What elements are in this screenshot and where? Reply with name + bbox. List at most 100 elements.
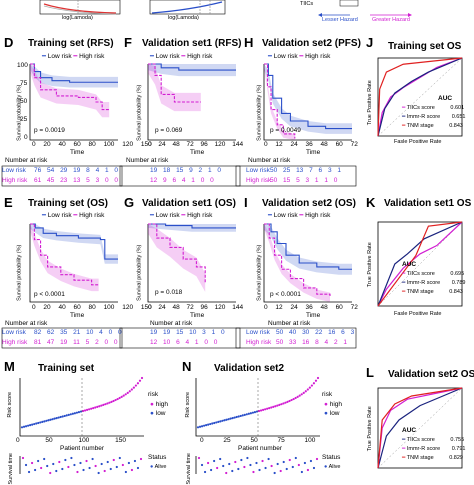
panel-e-high-label: High risk [2,339,28,346]
panel-m-risk-point [138,379,142,382]
panel-m-risk-point [106,402,109,405]
panel-n-status-point [206,461,210,465]
panel-n-risk-point [264,408,267,411]
panel-i-high-nar: 50 33 16 8 4 2 1 [276,339,347,346]
panel-m-status-point [55,469,58,473]
panel-m-status-alive: ● Alive [150,464,167,470]
panel-n-risk-point [314,379,318,382]
panel-e-low-nar: 82 62 35 21 10 4 0 0 [34,329,122,336]
panel-i-high-label: High risk [246,339,272,346]
panel-l-roc-tnm [377,387,463,469]
panel-n-status-point [303,461,306,465]
panel-n-risk-point [268,407,271,410]
panel-n-risk-point [306,388,309,391]
panel-m-risk-point [104,403,107,406]
panel-n-risk-point [251,411,255,414]
panel-m-status-point [103,469,106,473]
panel-m-risk-point [27,424,30,427]
panel-m-status-point [130,468,134,472]
panel-m-risk-point [90,407,93,410]
panel-g-xlabel: Time [190,312,205,319]
panel-f-low-nar: 19 18 15 9 2 1 0 [150,167,221,174]
panel-m-status-title: Status [148,454,167,461]
panel-n-status-title: Status [322,454,341,461]
panel-m-risk-point [118,396,121,400]
panel-e-low-curve-ci-band [30,224,118,264]
panel-n-xlabel: Patient number [238,445,283,452]
panel-m-risk-point [98,405,101,408]
panel-m-risk-point [122,394,125,397]
panel-i-axes [263,224,352,303]
panel-m-risk-point [116,397,119,401]
panel-m-status-point [76,470,79,474]
panel-m-status-point [70,456,73,460]
panel-k-ylabel: True Positive Rate [366,242,373,288]
panel-n-risk-point [310,384,313,387]
panel-m-status-point [21,456,25,460]
panel-n-status-point [309,459,313,463]
top-xlabel-2: log(Lamoda) [168,15,199,21]
panel-n-risk-point [296,395,299,398]
panel-g-risk-table-frame [119,327,241,349]
panel-n-risk-point [223,419,226,422]
panel-k-legend-1: ━ TIICs score 0.695 [402,271,465,277]
panel-m-status-point [27,470,31,474]
panel-m-risk-point [126,391,129,394]
panel-m-risk-point [85,408,89,411]
panel-k-auc-title: AUC [402,261,417,268]
panel-d-nar-title: Number at risk [5,157,48,164]
panel-m-title: Training set [38,363,95,374]
panel-n-risk-point [203,424,206,427]
panel-i-low-curve [264,223,352,270]
panel-m-risk-point [45,419,48,422]
panel-n-risk-point [241,414,244,417]
panel-n-status-point [216,466,219,470]
panel-letter-h: H [244,35,254,50]
panel-n-status-point [264,466,267,470]
panel-l-auc-title: AUC [402,427,417,434]
panel-n-status-point [288,458,291,462]
panel-l-legend-3: ━ TNM stage 0.829 [402,455,463,461]
panel-m-xlabel: Patient number [60,445,105,452]
panel-l-roc-tiics [377,387,463,469]
panel-n-risk-point [205,424,208,427]
panel-f-high-curve [148,63,201,103]
panel-n-risk-point [290,398,293,402]
panel-m-status-point [37,459,40,463]
panel-m-risk-point [20,426,24,429]
panel-n-risk-point [280,403,283,406]
panel-letter-f: F [124,35,132,50]
panel-n-status-point [312,466,316,470]
panel-e-axes [29,224,118,303]
panel-d-pvalue: p = 0.0019 [34,127,65,134]
panel-n-risk-point [270,406,273,409]
panel-n-risk-point [207,423,210,426]
panel-n-risk-point [272,405,275,408]
panel-n-status-point [203,470,207,474]
panel-m-status-point [139,457,143,461]
panel-m-risk-point [79,410,83,413]
panel-m-ylabel: Risk score [7,391,14,418]
panel-d-ytick: 25 [20,116,28,123]
panel-g-ylabel: Survival probability (%) [136,244,143,301]
panel-g-xticks: 0 24 48 72 96 120 144 [148,304,244,311]
panel-h-high-curve [264,63,296,139]
panel-l-legend-2: ━ Immr-R score 0.791 [402,446,466,452]
panel-m-risk-point [92,407,95,410]
panel-m-status-point [24,463,28,467]
panel-d-ytick: 50 [20,98,28,105]
panel-m-risk-point [73,412,76,415]
panel-n-status-point [222,464,225,468]
panel-m-risk-point [96,405,99,408]
panel-m-risk-point [24,425,28,428]
panel-letter-j: J [366,35,374,50]
panel-d-xticks: 0 20 40 60 80 100 120 150 [32,141,152,148]
panel-m-status-point [124,470,127,474]
panel-j-legend-2: ━ Immr-R score 0.651 [402,114,466,120]
panel-d-ytick: 75 [20,80,28,87]
panel-n-status-point [315,457,319,461]
panel-n-risk-point [237,415,240,418]
panel-m-status-point [30,461,34,465]
panel-i-risk-table-frame [235,327,357,349]
panel-i-low-nar: 50 40 30 22 16 6 3 [276,329,355,336]
